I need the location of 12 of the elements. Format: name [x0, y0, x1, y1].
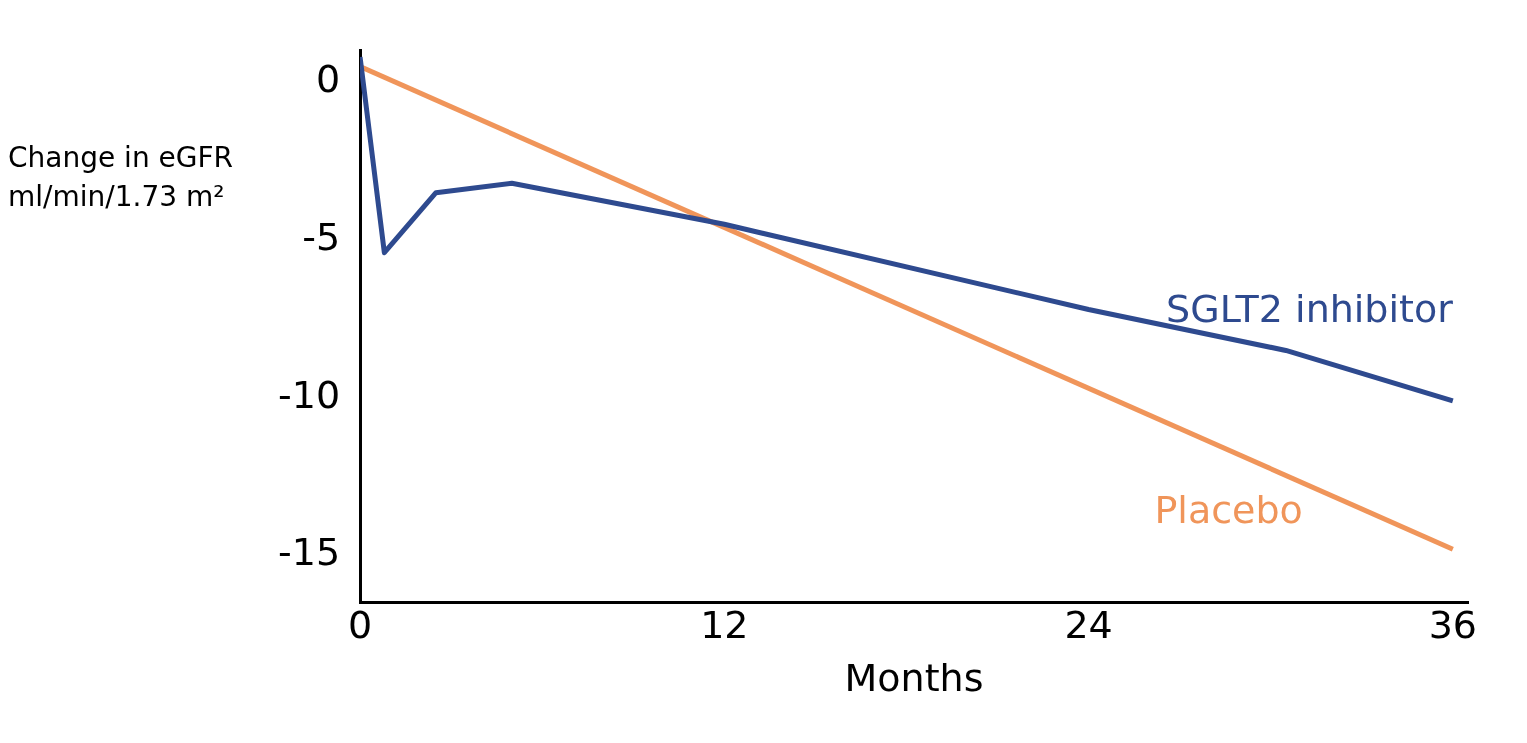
- x-tick-label: 24: [1064, 603, 1113, 648]
- y-axis-title: Change in eGFR ml/min/1.73 m²: [8, 140, 234, 216]
- series-label: SGLT2 inhibitor: [1166, 286, 1454, 331]
- y-tick-label: -10: [277, 372, 341, 417]
- y-tick-label: -5: [302, 214, 341, 259]
- series-label: Placebo: [1154, 488, 1303, 533]
- y-tick-label: -15: [277, 530, 341, 575]
- x-tick-label: 0: [347, 603, 373, 648]
- x-axis-title: Months: [844, 656, 984, 701]
- y-tick-label: 0: [315, 57, 341, 102]
- x-tick-label: 12: [700, 603, 749, 648]
- x-tick-label: 36: [1428, 603, 1477, 648]
